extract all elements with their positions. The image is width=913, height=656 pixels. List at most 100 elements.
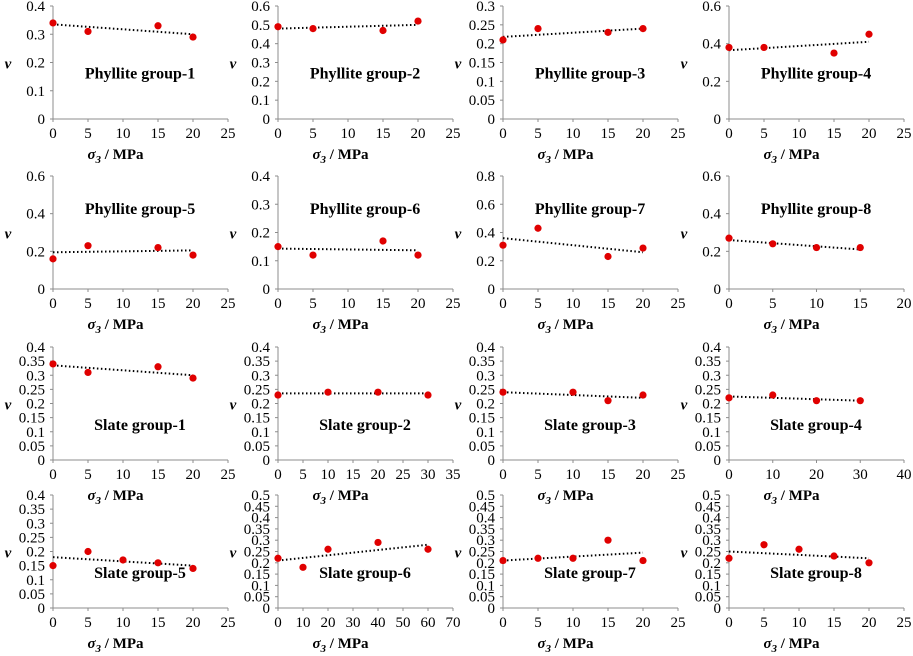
panel-title: Slate group-6 bbox=[319, 565, 411, 582]
x-label-symbol: σ bbox=[763, 147, 772, 163]
data-point bbox=[119, 556, 127, 564]
y-tick-label: 0.1 bbox=[26, 425, 45, 441]
y-tick-label: 0.05 bbox=[469, 439, 495, 455]
x-tick-label: 0 bbox=[274, 296, 282, 312]
y-tick-label: 0 bbox=[263, 601, 271, 617]
y-tick-label: 0.35 bbox=[244, 354, 270, 370]
x-tick-label: 20 bbox=[186, 467, 201, 483]
chart-panel: 0 0.05 0.1 0.15 0.2 0.25 0.3 0 5 10 15 20 25 ν σ3 / MP… bbox=[455, 0, 686, 166]
y-tick-label: 0.2 bbox=[26, 244, 45, 260]
x-tick-label: 10 bbox=[792, 615, 807, 631]
y-tick-label: 0.1 bbox=[26, 84, 45, 100]
y-tick-label: 0.4 bbox=[702, 511, 721, 527]
trend-line bbox=[277, 23, 419, 30]
x-label-symbol: σ bbox=[87, 317, 96, 333]
data-point bbox=[324, 545, 332, 553]
panel-title: Slate group-2 bbox=[319, 417, 411, 434]
x-tick-label: 15 bbox=[601, 296, 616, 312]
x-label-unit: / MPa bbox=[777, 147, 820, 163]
x-tick-label: 25 bbox=[897, 615, 912, 631]
chart-panel: 0 0.1 0.2 0.3 0.4 0 5 10 15 20 25 ν σ3 / MPa Phyllite… bbox=[5, 0, 236, 166]
x-axis-label: σ3 / MPa bbox=[87, 317, 144, 336]
data-point bbox=[725, 43, 733, 52]
data-point bbox=[49, 562, 57, 570]
trend-line bbox=[52, 364, 194, 377]
y-tick-label: 0.35 bbox=[695, 522, 721, 538]
chart-panel: 00.050.10.150.20.250.30.350.4 0 5 10 15 20 25 ν… bbox=[455, 340, 686, 507]
y-tick-label: 0.05 bbox=[469, 93, 495, 109]
x-tick-label: 0 bbox=[725, 467, 733, 483]
x-axis-label: σ3 / MPa bbox=[312, 488, 369, 507]
x-tick-label: 5 bbox=[760, 126, 768, 142]
x-tick-label: 10 bbox=[296, 615, 311, 631]
y-tick-label: 0.25 bbox=[244, 545, 270, 561]
x-label-subscript: 3 bbox=[545, 643, 552, 655]
data-point bbox=[725, 394, 733, 402]
data-point bbox=[604, 28, 612, 36]
y-tick-label: 0.5 bbox=[702, 488, 721, 504]
x-tick-label: 25 bbox=[671, 296, 686, 312]
x-tick-label: 70 bbox=[446, 615, 461, 631]
x-tick-label: 15 bbox=[376, 296, 391, 312]
trend-line bbox=[502, 551, 644, 562]
data-point bbox=[639, 391, 647, 399]
x-axis-label: σ3 / MPa bbox=[312, 636, 369, 655]
y-axis-label: ν bbox=[455, 57, 462, 73]
y-tick-label: 0.4 bbox=[251, 37, 270, 53]
data-point bbox=[324, 388, 332, 396]
data-point bbox=[499, 388, 507, 396]
x-label-unit: / MPa bbox=[326, 488, 369, 504]
x-tick-label: 20 bbox=[186, 615, 201, 631]
y-tick-label: 0.3 bbox=[702, 533, 721, 549]
data-point bbox=[154, 243, 162, 252]
x-tick-label: 15 bbox=[601, 615, 616, 631]
data-point bbox=[639, 556, 647, 565]
y-tick-label: 0.15 bbox=[19, 559, 45, 575]
data-point bbox=[274, 243, 282, 251]
chart-panel: 00.050.10.150.20.250.30.350.40.450.5 0 5 10… bbox=[681, 488, 912, 655]
y-tick-label: 0.25 bbox=[695, 545, 721, 561]
x-axis-label: σ3 / MPa bbox=[763, 636, 820, 655]
y-tick-label: 0.8 bbox=[476, 169, 495, 185]
x-label-unit: / MPa bbox=[551, 317, 594, 333]
y-tick-label: 0 bbox=[38, 601, 46, 617]
trend-line bbox=[502, 27, 644, 38]
x-label-symbol: σ bbox=[87, 488, 96, 504]
chart-panel: 0 0.1 0.2 0.3 0.4 0 5 10 15 20 25 ν σ3 / MPa Phyllite… bbox=[230, 169, 461, 336]
y-axis-label: ν bbox=[230, 227, 237, 243]
data-point bbox=[534, 554, 542, 562]
y-tick-label: 0.15 bbox=[244, 411, 270, 427]
x-tick-label: 15 bbox=[376, 126, 391, 142]
y-tick-label: 0.5 bbox=[476, 488, 495, 504]
x-label-subscript: 3 bbox=[545, 154, 552, 166]
panel-title: Phyllite group-7 bbox=[535, 201, 645, 218]
panel-title: Slate group-8 bbox=[770, 565, 862, 582]
data-point bbox=[49, 360, 57, 368]
x-axis-label: σ3 / MPa bbox=[87, 636, 144, 655]
y-tick-label: 0.6 bbox=[476, 197, 495, 213]
chart-panel: 0 0.1 0.2 0.3 0.4 0.5 0.6 0 5 10 15 20 25 ν σ3 / MPa Ph… bbox=[230, 0, 461, 166]
x-tick-label: 20 bbox=[636, 296, 651, 312]
x-label-subscript: 3 bbox=[545, 495, 552, 507]
y-tick-label: 0.3 bbox=[476, 533, 495, 549]
x-tick-label: 15 bbox=[827, 615, 842, 631]
x-axis-label: σ3 / MPa bbox=[763, 147, 820, 166]
y-tick-label: 0.4 bbox=[26, 488, 45, 504]
x-tick-label: 5 bbox=[534, 126, 542, 142]
y-tick-label: 0.2 bbox=[26, 545, 45, 561]
y-tick-label: 0.05 bbox=[19, 439, 45, 455]
x-tick-label: 10 bbox=[116, 467, 131, 483]
y-tick-label: 0.05 bbox=[19, 587, 45, 603]
chart-panel: 00.050.10.150.20.250.30.350.4 0 5 10 15 20 25 3… bbox=[230, 340, 461, 507]
y-tick-label: 0.3 bbox=[476, 0, 495, 15]
x-tick-label: 10 bbox=[792, 126, 807, 142]
trend-line bbox=[277, 247, 419, 252]
x-tick-label: 5 bbox=[760, 615, 768, 631]
x-label-symbol: σ bbox=[537, 147, 546, 163]
data-point bbox=[424, 545, 432, 553]
x-tick-label: 25 bbox=[221, 296, 236, 312]
y-tick-label: 0.15 bbox=[469, 56, 495, 72]
x-label-unit: / MPa bbox=[326, 147, 369, 163]
data-point bbox=[795, 545, 803, 553]
chart-panel: 00.050.10.150.20.250.30.350.4 0 10 20 30 40 ν σ… bbox=[681, 340, 912, 507]
